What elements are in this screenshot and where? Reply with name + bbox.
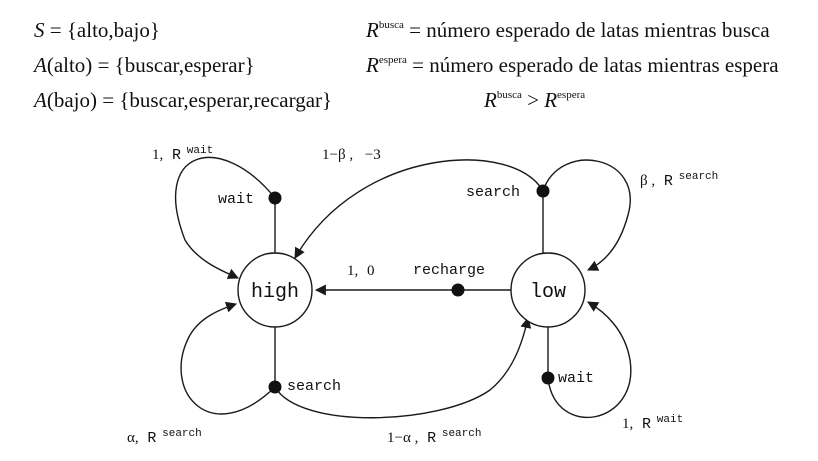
low-search-loop-prob: β , [640, 173, 655, 189]
action-dot-recharge [452, 284, 465, 297]
low-search-loop-reward: R [664, 173, 673, 190]
action-dot-search-low [537, 185, 550, 198]
transition-label-recharge: 1, 0 [347, 263, 375, 279]
action-label-search-low: search [466, 184, 520, 201]
high-search-to-low-reward-sup: search [442, 428, 482, 440]
low-search-to-high-reward: −3 [365, 147, 381, 163]
high-search-loop-prob: α, [127, 430, 139, 446]
action-label-search-high: search [287, 378, 341, 395]
recharge-reward: 0 [367, 263, 375, 279]
transition-label-high-search-loop: α, R search [127, 428, 202, 447]
low-wait-reward: R [642, 416, 651, 433]
state-low-label: low [530, 281, 566, 304]
transition-label-high-wait: 1, R wait [152, 145, 213, 164]
high-search-to-low-reward: R [427, 430, 436, 447]
action-dot-wait-low [542, 372, 555, 385]
high-wait-prob: 1, [152, 147, 163, 163]
action-label-wait-low: wait [558, 370, 594, 387]
low-search-to-high-prob: 1−β , [322, 147, 353, 163]
transition-label-low-search-loop: β , R search [640, 171, 718, 190]
transition-label-low-wait: 1, R wait [622, 414, 683, 433]
high-wait-reward-sup: wait [187, 145, 213, 157]
low-search-loop-reward-sup: search [679, 171, 719, 183]
low-wait-prob: 1, [622, 416, 633, 432]
high-search-loop-reward: R [147, 430, 156, 447]
recharge-prob: 1, [347, 263, 358, 279]
transition-label-high-search-to-low: 1−α , R search [387, 428, 481, 447]
action-dot-search-high [269, 381, 282, 394]
action-label-recharge: recharge [413, 262, 485, 279]
edge-low-search-to-high [295, 160, 543, 258]
edge-high-search-to-low [275, 318, 528, 418]
action-label-wait-high: wait [218, 191, 254, 208]
transition-label-low-search-to-high: 1−β , −3 [322, 147, 381, 163]
high-wait-reward: R [172, 147, 181, 164]
state-high-label: high [251, 281, 299, 304]
action-dot-wait-high [269, 192, 282, 205]
low-wait-reward-sup: wait [657, 414, 683, 426]
high-search-loop-reward-sup: search [162, 428, 202, 440]
high-search-to-low-prob: 1−α , [387, 430, 418, 446]
